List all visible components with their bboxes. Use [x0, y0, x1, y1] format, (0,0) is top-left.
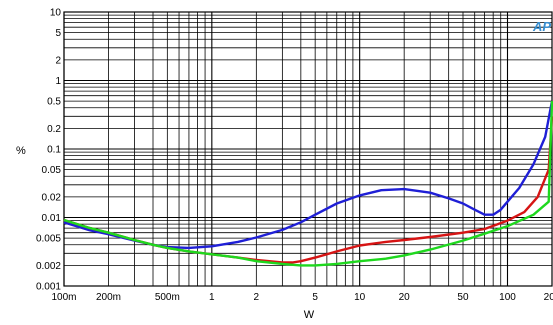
y-axis-ticks: 10 5 2 1 0.5 0.2 0.1 0.05 0.02 0.01 0.005 0.002 0.00…: [36, 8, 61, 293]
y-tick-label: 5: [55, 28, 61, 39]
y-tick-label: 0.1: [47, 145, 61, 156]
y-tick-label: 0.5: [47, 97, 61, 108]
y-tick-label: 0.2: [47, 124, 61, 135]
series-line-1: [63, 100, 553, 250]
y-tick-label: 0.01: [42, 213, 62, 224]
y-tick-label: 1: [55, 76, 61, 87]
y-tick-label: 0.05: [42, 165, 62, 176]
y-axis-label: %: [16, 145, 26, 157]
series-layer: [63, 100, 553, 267]
x-tick-label: 50: [457, 292, 469, 303]
y-tick-label: 10: [50, 8, 62, 19]
y-tick-label: 0.002: [36, 261, 61, 272]
x-tick-label: 1: [209, 292, 215, 303]
x-tick-label: 20: [399, 292, 411, 303]
x-tick-label: 200: [544, 292, 553, 303]
x-axis-ticks: 100m 200m 500m 1 2 5 10 20 50 100 200: [51, 292, 553, 303]
ap-logo: AP: [532, 19, 551, 34]
grid-lines: [63, 11, 553, 287]
x-tick-label: 100: [499, 292, 516, 303]
y-tick-label: 2: [55, 55, 61, 66]
plot-frame: [63, 11, 553, 287]
x-tick-label: 5: [312, 292, 318, 303]
series-line-3: [63, 101, 553, 267]
y-tick-label: 0.02: [42, 192, 62, 203]
x-axis-label: W: [304, 309, 315, 321]
y-tick-label: 0.005: [36, 234, 61, 245]
x-tick-label: 500m: [155, 292, 180, 303]
x-tick-label: 200m: [96, 292, 121, 303]
y-tick-label: 0.001: [36, 282, 61, 293]
x-tick-label: 100m: [51, 292, 76, 303]
x-tick-label: 10: [354, 292, 366, 303]
x-tick-label: 2: [254, 292, 260, 303]
